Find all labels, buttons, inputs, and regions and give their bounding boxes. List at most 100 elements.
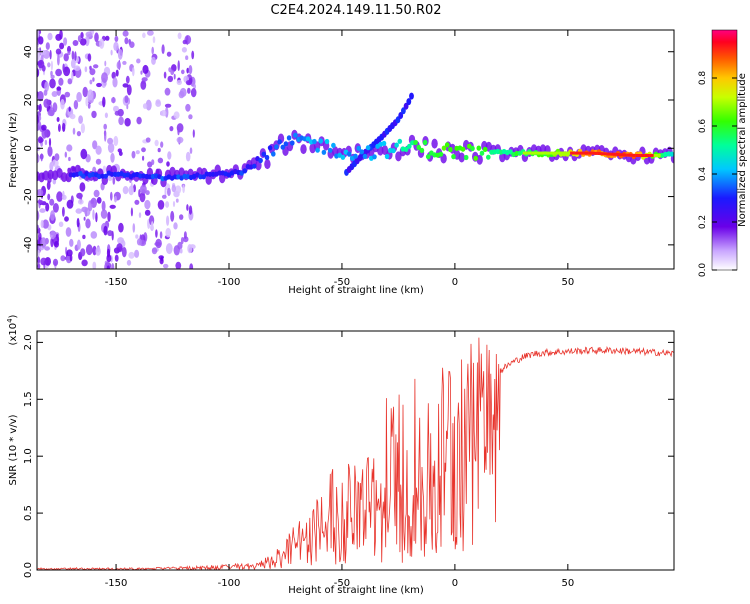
heat-noise-cell — [151, 46, 154, 55]
heat-noise-cell — [114, 110, 121, 116]
heat-noise-cell — [96, 82, 102, 88]
heat-noise-cell — [185, 80, 192, 86]
heat-noise-cell — [47, 32, 53, 41]
colorbar-tick-label: 0.6 — [698, 119, 708, 134]
heat-noise-cell — [64, 91, 71, 98]
heat-noise-cell — [38, 103, 42, 113]
heat-noise-cell — [136, 58, 141, 64]
heat-ridge-halo — [60, 172, 68, 183]
heat-noise-cell — [66, 144, 73, 152]
heat-ridge-halo — [476, 154, 483, 165]
heat-noise-cell — [40, 257, 47, 266]
heat-noise-cell — [76, 131, 81, 137]
heat-noise-cell — [187, 87, 191, 94]
heat-ridge-cell — [198, 174, 203, 180]
colorbar-tick-label: 0.2 — [698, 215, 708, 229]
heat-noise-cell — [50, 210, 55, 221]
heat-ridge-cell — [356, 145, 362, 151]
heat-noise-cell — [179, 87, 187, 97]
heat-core-cell — [540, 151, 544, 155]
heat-core-cell — [565, 151, 568, 155]
heat-noise-cell — [140, 80, 147, 90]
heat-noise-cell — [37, 115, 40, 125]
heat-noise-cell — [89, 68, 96, 76]
heat-noise-cell — [151, 56, 156, 65]
heat-core-cell — [594, 151, 598, 155]
heat-ridge-cell — [425, 154, 431, 160]
heat-noise-cell — [134, 249, 140, 258]
heat-noise-cell — [165, 227, 171, 238]
heat-core-cell — [563, 151, 566, 155]
heat-core-cell — [549, 151, 553, 155]
heat-ridge-cell — [669, 151, 674, 157]
heat-ridge-cell — [109, 171, 115, 177]
heat-core-cell — [617, 153, 620, 157]
heat-noise-cell — [63, 66, 71, 77]
heat-noise-cell — [170, 69, 175, 76]
heat-noise-cell — [114, 254, 119, 262]
heat-ridge-cell — [451, 154, 456, 160]
heat-noise-cell — [92, 245, 97, 256]
heat-noise-cell — [52, 258, 59, 266]
heat-noise-cell — [164, 186, 167, 197]
heat-noise-cell — [124, 95, 129, 104]
heat-ridge-cell — [438, 151, 444, 157]
heat-noise-cell — [40, 219, 44, 229]
heat-noise-cell — [62, 190, 65, 200]
heat-noise-cell — [112, 176, 116, 185]
heat-core-cell — [642, 154, 645, 157]
heat-noise-cell — [135, 150, 140, 155]
heat-ridge-cell — [315, 147, 320, 153]
heat-noise-cell — [69, 254, 73, 262]
heat-noise-cell — [47, 146, 53, 157]
heat-noise-cell — [180, 237, 184, 245]
snr-x-tick-label: 0 — [452, 578, 458, 589]
heat-core-cell — [588, 151, 591, 155]
heat-noise-cell — [77, 199, 84, 205]
heat-noise-cell — [89, 79, 93, 85]
heat-noise-cell — [165, 201, 170, 208]
heat-core-cell — [597, 152, 600, 155]
heat-core-cell — [646, 154, 650, 157]
snr-x-tick-label: -100 — [218, 578, 241, 589]
heat-noise-cell — [155, 100, 162, 107]
heat-ridge-cell — [264, 154, 270, 161]
heat-core-cell — [552, 151, 555, 155]
heat-ridge-cell — [318, 138, 324, 144]
heat-noise-cell — [64, 151, 68, 158]
heat-noise-cell — [173, 222, 178, 230]
heat-noise-cell — [38, 36, 44, 45]
heat-ridge-cell — [103, 173, 108, 179]
heat-noise-cell — [172, 201, 176, 207]
heat-noise-cell — [78, 115, 83, 124]
heat-noise-cell — [102, 96, 106, 108]
heat-noise-cell — [171, 184, 176, 193]
heat-branch-cell — [403, 102, 409, 110]
colorbar-tick-label: 0.8 — [698, 71, 708, 86]
heat-core-cell — [567, 151, 571, 155]
heat-noise-cell — [94, 32, 99, 43]
heat-ridge-cell — [486, 154, 491, 160]
heat-noise-cell — [60, 99, 65, 110]
heat-noise-cell — [161, 44, 165, 55]
heat-core-cell — [644, 154, 647, 157]
heat-noise-cell — [131, 150, 136, 159]
heat-noise-cell — [141, 77, 148, 82]
heat-noise-cell — [147, 161, 153, 168]
heat-noise-cell — [112, 77, 118, 88]
heat-noise-cell — [103, 225, 108, 236]
snr-x-tick-label: 50 — [561, 578, 574, 589]
heat-core-cell — [576, 151, 580, 155]
heat-noise-cell — [37, 249, 40, 257]
heat-noise-cell — [87, 89, 94, 101]
heat-core-cell — [633, 153, 636, 157]
heat-noise-cell — [77, 35, 82, 43]
heat-noise-cell — [140, 70, 143, 75]
heat-core-cell — [585, 151, 589, 155]
heat-noise-cell — [189, 263, 194, 269]
heat-noise-cell — [163, 263, 169, 269]
heat-noise-cell — [93, 189, 100, 198]
heat-ridge-halo — [205, 174, 212, 185]
snr-x-tick-label: -150 — [105, 578, 128, 589]
heat-noise-cell — [142, 64, 149, 74]
